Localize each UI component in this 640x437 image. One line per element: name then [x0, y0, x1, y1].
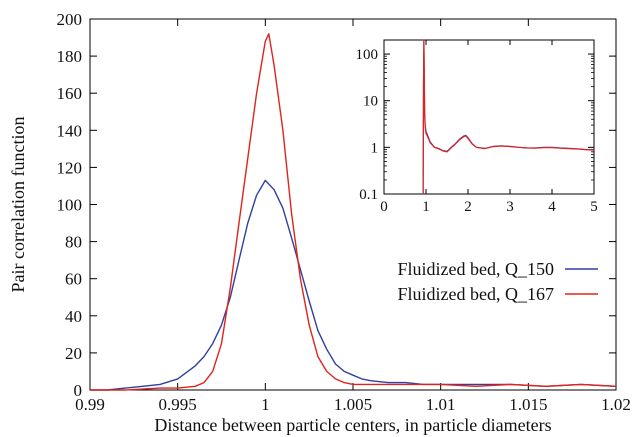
x-tick-label: 1.005: [334, 395, 372, 414]
x-tick-label: 1: [261, 395, 270, 414]
legend-label-1: Fluidized bed, Q_150: [398, 259, 554, 279]
y-tick-label: 100: [57, 196, 83, 215]
main-plot: 0.99 0.995 1 1.005 1.01 1.015 1.02020406080100…: [8, 10, 631, 435]
legend-label-2: Fluidized bed, Q_167: [398, 284, 554, 304]
inset-x-tick-label: 3: [506, 199, 514, 215]
inset-x-tick-label: 1: [422, 199, 430, 215]
x-tick-label: 1.02: [601, 395, 631, 414]
x-tick-label: 1.015: [509, 395, 547, 414]
y-tick-label: 180: [57, 47, 83, 66]
y-tick-label: 0: [74, 381, 83, 400]
inset-x-tick-label: 2: [464, 199, 472, 215]
y-tick-label: 160: [57, 84, 83, 103]
x-tick-label: 1.01: [426, 395, 456, 414]
series-line-2: [90, 33, 617, 391]
inset-x-tick-label: 4: [548, 199, 556, 215]
y-tick-label: 60: [65, 270, 82, 289]
x-tick-label: 0.995: [159, 395, 197, 414]
inset-x-tick-label: 0: [380, 199, 388, 215]
x-tick-label: 0.99: [75, 395, 105, 414]
legend: Fluidized bed, Q_150 Fluidized bed, Q_167: [398, 259, 598, 304]
inset-x-tick-label: 5: [590, 199, 598, 215]
y-tick-label: 80: [65, 233, 82, 252]
inset-series-line-2: [422, 39, 595, 195]
y-tick-label: 200: [57, 10, 83, 29]
y-tick-label: 120: [57, 158, 83, 177]
inset-y-tick-label: 0.1: [359, 187, 378, 203]
y-tick-label: 20: [65, 344, 82, 363]
inset-y-tick-label: 100: [356, 47, 379, 63]
inset-frame: [383, 39, 595, 195]
inset-plot: 0 1 2 3 4 5 0.1 1 10 100: [356, 39, 598, 215]
inset-y-tick-label: 1: [371, 140, 379, 156]
y-axis-title: Pair correlation function: [8, 117, 28, 293]
y-tick-label: 140: [57, 121, 83, 140]
x-axis-title: Distance between particle centers, in pa…: [154, 415, 551, 435]
y-tick-label: 40: [65, 307, 82, 326]
inset-y-tick-label: 10: [363, 94, 378, 110]
